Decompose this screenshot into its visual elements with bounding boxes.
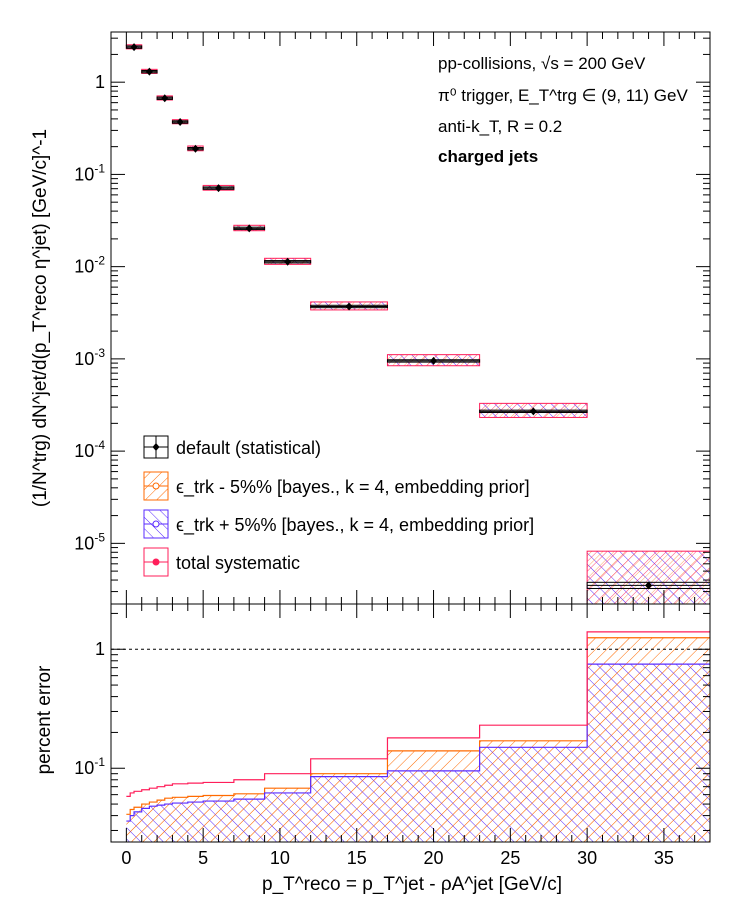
y-tick-label-top: 10-1	[74, 161, 105, 184]
y-tick-label-bottom: 10-1	[74, 755, 105, 778]
annotation-line-1: pp-collisions, √s = 200 GeV	[438, 54, 646, 73]
y-tick-label-exponent: -1	[94, 755, 105, 769]
spectrum-panel: 1 10-1 10-2 10-3 10-4 10-5 (1/N^trg) dN^jet/d…	[30, 31, 711, 605]
data-point	[215, 184, 223, 193]
x-tick-label: 10	[270, 848, 290, 868]
y-tick-label-top: 10-2	[74, 254, 105, 277]
legend-entry-plus: ϵ_trk + 5%% [bayes., k = 4, embedding pr…	[143, 509, 534, 539]
x-tick-label: 30	[577, 848, 597, 868]
data-point	[130, 43, 138, 52]
percent-error-axes: 1 10-1 0 5 10 15 20 25 30 35	[74, 604, 711, 868]
legend: default (statistical) ϵ_trk - 5%% [bayes…	[143, 435, 534, 577]
data-point	[145, 67, 153, 76]
legend-label-plus: ϵ_trk + 5%% [bayes., k = 4, embedding pr…	[176, 515, 534, 536]
y-tick-label-exponent: -5	[94, 530, 105, 544]
y-tick-label-top: 10-3	[74, 346, 105, 369]
annotation-line-2: π⁰ trigger, E_T^trg ∈ (9, 11) GeV	[438, 86, 688, 105]
y-axis-title-bottom: percent error	[34, 665, 55, 774]
percent-error-fill-cross	[126, 664, 711, 842]
spectrum-axes: 1 10-1 10-2 10-3 10-4 10-5	[74, 32, 711, 604]
x-tick-label: 20	[424, 848, 444, 868]
legend-label-total: total systematic	[176, 553, 300, 573]
data-point	[645, 581, 653, 590]
y-tick-label-exponent: -3	[94, 346, 105, 360]
data-point	[345, 302, 353, 311]
y-tick-label-exponent: -1	[94, 161, 105, 175]
y-tick-label-top: 10-5	[74, 530, 105, 553]
data-point	[245, 224, 253, 233]
percent-error-panel: 1 10-1 0 5 10 15 20 25 30 35 percent error p_T^re…	[34, 603, 711, 895]
annotation-line-3: anti-k_T, R = 0.2	[438, 117, 562, 136]
y-tick-label-top: 10-4	[74, 438, 105, 461]
x-tick-label: 35	[654, 848, 674, 868]
percent-error-step	[126, 663, 710, 822]
legend-label-default: default (statistical)	[176, 438, 321, 458]
x-tick-label: 15	[347, 848, 367, 868]
data-point	[284, 257, 292, 266]
data-point	[191, 144, 199, 153]
annotation-block: pp-collisions, √s = 200 GeV π⁰ trigger, …	[438, 54, 688, 166]
y-tick-label-exponent: -2	[94, 254, 105, 268]
legend-entry-minus: ϵ_trk - 5%% [bayes., k = 4, embedding pr…	[143, 471, 530, 501]
legend-entry-default: default (statistical)	[143, 435, 321, 459]
legend-label-minus: ϵ_trk - 5%% [bayes., k = 4, embedding pr…	[176, 477, 530, 498]
percent-error-fills	[126, 637, 711, 842]
percent-error-lines	[111, 631, 710, 822]
sys-band-total	[586, 550, 711, 605]
y-axis-title-top: (1/N^trg) dN^jet/d(p_T^reco η^jet) [GeV/…	[30, 129, 51, 507]
percent-error-frame	[110, 603, 711, 843]
y-tick-label-top: 1	[95, 72, 105, 92]
y-tick-label-bottom: 1	[95, 639, 105, 659]
data-point	[176, 118, 184, 127]
legend-entry-total: total systematic	[143, 547, 300, 577]
data-point	[430, 356, 438, 365]
data-point	[161, 94, 169, 103]
x-tick-label: 5	[198, 848, 208, 868]
data-point	[529, 407, 537, 416]
spectrum-points	[125, 43, 711, 590]
x-axis-title: p_T^reco = p_T^jet - ρA^jet [GeV/c]	[262, 874, 562, 895]
percent-error-step	[126, 631, 710, 797]
x-tick-label: 0	[121, 848, 131, 868]
y-tick-label-exponent: -4	[94, 438, 105, 452]
x-tick-label: 25	[500, 848, 520, 868]
annotation-line-4: charged jets	[438, 147, 538, 166]
